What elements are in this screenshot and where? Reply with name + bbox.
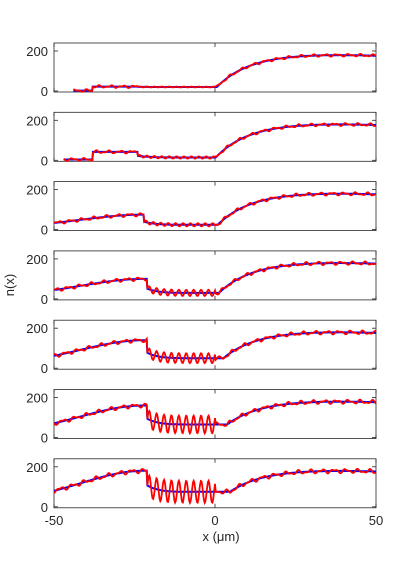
series-line-oscillating — [53, 398, 377, 436]
y-tick-label: 0 — [41, 500, 48, 515]
y-tick-label: 200 — [26, 113, 48, 128]
x-tick-label: -50 — [45, 513, 64, 528]
panel-2: 0 200 — [26, 111, 377, 168]
y-tick-label: 200 — [26, 252, 48, 267]
panel-1: 0 200 — [26, 42, 377, 99]
y-tick-label: 200 — [26, 391, 48, 406]
x-tick-label: 50 — [369, 513, 383, 528]
y-axis-label: n(x) — [2, 274, 17, 296]
y-tick-label: 200 — [26, 183, 48, 198]
panel-5: 0 200 — [26, 319, 377, 376]
series-line-oscillating — [53, 191, 377, 228]
series-line-oscillating — [63, 122, 377, 162]
series-line-oscillating — [53, 467, 377, 506]
panel-4: 0 200 — [26, 250, 377, 307]
y-tick-label: 0 — [41, 361, 48, 376]
series-line-oscillating — [53, 329, 377, 365]
y-tick-label: 0 — [41, 223, 48, 238]
x-tick-label: 0 — [211, 513, 218, 528]
series-line-oscillating — [53, 260, 377, 298]
y-tick-label: 0 — [41, 153, 48, 168]
y-tick-label: 200 — [26, 44, 48, 59]
x-axis-label: x (μm) — [202, 529, 239, 544]
y-tick-label: 0 — [41, 431, 48, 446]
y-tick-label: 200 — [26, 460, 48, 475]
y-tick-label: 0 — [41, 292, 48, 307]
panel-6: 0 200 — [26, 389, 377, 446]
series-line-oscillating — [73, 52, 377, 93]
y-tick-label: 0 — [41, 84, 48, 99]
panel-3: 0 200 — [26, 181, 377, 238]
y-tick-label: 200 — [26, 321, 48, 336]
